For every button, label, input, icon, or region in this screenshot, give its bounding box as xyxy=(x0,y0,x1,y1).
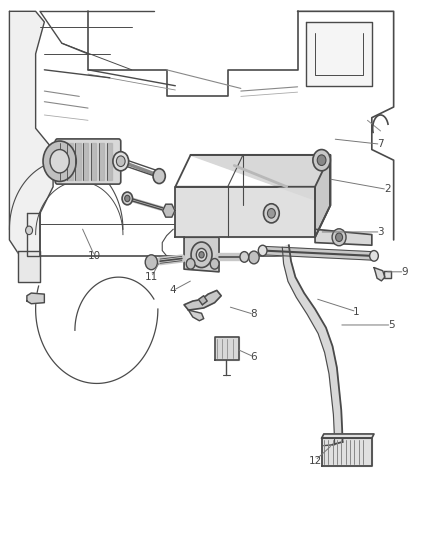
Circle shape xyxy=(199,252,204,258)
Polygon shape xyxy=(283,245,343,445)
Circle shape xyxy=(210,259,219,269)
Polygon shape xyxy=(315,155,330,237)
Circle shape xyxy=(186,259,195,269)
Polygon shape xyxy=(184,237,219,272)
Circle shape xyxy=(50,150,69,173)
Circle shape xyxy=(25,226,32,235)
Circle shape xyxy=(268,208,276,218)
Polygon shape xyxy=(215,337,239,360)
Polygon shape xyxy=(99,143,104,180)
Circle shape xyxy=(264,204,279,223)
Polygon shape xyxy=(191,155,330,237)
Polygon shape xyxy=(321,434,374,438)
Circle shape xyxy=(240,252,249,262)
Circle shape xyxy=(258,245,267,256)
Circle shape xyxy=(370,251,378,261)
Circle shape xyxy=(43,141,76,181)
Polygon shape xyxy=(27,293,44,304)
Text: 5: 5 xyxy=(388,320,395,330)
Text: 4: 4 xyxy=(170,286,177,295)
Circle shape xyxy=(117,156,125,166)
Polygon shape xyxy=(107,143,112,180)
Circle shape xyxy=(249,251,259,264)
Polygon shape xyxy=(18,251,40,282)
Polygon shape xyxy=(374,268,385,281)
Polygon shape xyxy=(10,11,53,266)
Text: 11: 11 xyxy=(145,272,158,282)
Text: 7: 7 xyxy=(377,139,384,149)
Circle shape xyxy=(153,168,165,183)
Polygon shape xyxy=(175,187,315,237)
Circle shape xyxy=(113,152,129,171)
Text: 12: 12 xyxy=(308,456,321,465)
Text: 2: 2 xyxy=(384,184,390,195)
Polygon shape xyxy=(198,296,207,305)
Polygon shape xyxy=(315,229,372,245)
Polygon shape xyxy=(60,143,65,180)
Polygon shape xyxy=(75,143,81,180)
Polygon shape xyxy=(188,310,204,321)
Circle shape xyxy=(125,195,130,201)
Text: 8: 8 xyxy=(251,309,257,319)
Polygon shape xyxy=(191,155,330,205)
Circle shape xyxy=(122,192,133,205)
Text: 3: 3 xyxy=(377,227,384,237)
Polygon shape xyxy=(306,22,372,86)
Polygon shape xyxy=(384,271,392,278)
Polygon shape xyxy=(162,204,175,217)
Text: 9: 9 xyxy=(401,267,408,277)
Polygon shape xyxy=(184,290,221,310)
Polygon shape xyxy=(83,143,88,180)
Circle shape xyxy=(145,255,157,270)
Polygon shape xyxy=(91,143,96,180)
Polygon shape xyxy=(321,438,372,466)
Text: 10: 10 xyxy=(88,251,101,261)
Text: 6: 6 xyxy=(251,352,257,362)
Circle shape xyxy=(196,248,207,261)
Circle shape xyxy=(313,150,330,171)
Circle shape xyxy=(317,155,326,165)
FancyBboxPatch shape xyxy=(55,139,121,184)
Circle shape xyxy=(332,229,346,246)
Circle shape xyxy=(336,233,343,241)
Text: 1: 1 xyxy=(353,306,360,317)
Polygon shape xyxy=(67,143,73,180)
Circle shape xyxy=(191,242,212,268)
